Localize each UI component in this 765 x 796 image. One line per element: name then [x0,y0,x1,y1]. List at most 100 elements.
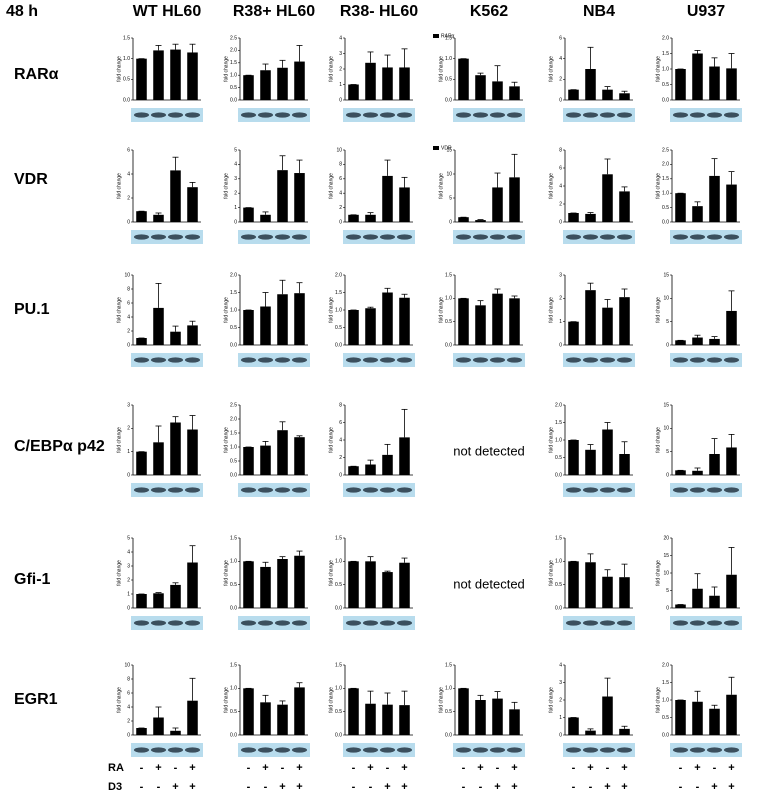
y-tick-label: 0.5 [555,582,562,588]
western-blot [238,743,310,757]
y-tick-label: 3 [559,272,562,278]
blot-band [582,357,599,363]
blot-band [616,487,633,493]
blot-band [150,234,167,240]
bar [382,454,393,475]
western-blot [670,108,742,122]
y-tick-label: 5 [666,588,669,594]
y-tick-label: 1.5 [335,535,342,541]
note: not detected [453,443,525,458]
y-tick-label: 0.0 [335,732,342,738]
y-tick-label: 2 [127,195,130,201]
y-tick-label: 0.0 [662,219,669,225]
western-blot [563,108,635,122]
y-tick-label: 2.0 [662,35,669,41]
y-tick-label: 6 [127,690,130,696]
bar [136,728,147,735]
y-axis-title: fold change [655,687,661,713]
y-tick-label: 5 [449,195,452,201]
blot-band [599,620,616,626]
blot-band [599,234,616,240]
blot-band [274,747,291,753]
bar [153,50,164,100]
blot-band [184,747,201,753]
blot-band [723,620,740,626]
blot-band [565,620,582,626]
y-tick-label: 1.0 [230,307,237,313]
blot-band [167,747,184,753]
bar [675,604,686,608]
y-axis-title: fold change [116,297,122,323]
blot-band [723,487,740,493]
condition-sign: - [679,762,683,774]
y-tick-label: 2.0 [662,662,669,668]
bar [568,213,579,222]
bar [709,338,720,345]
blot-band [362,112,379,118]
y-tick-label: 3 [127,402,130,408]
bar [136,594,147,608]
bar [709,595,720,608]
y-tick-label: 4 [559,183,562,189]
bar [260,70,271,100]
column-header: K562 [470,3,508,20]
bar [136,451,147,475]
y-tick-label: 1.0 [335,559,342,565]
bar [399,187,410,222]
bar [243,688,254,735]
y-tick-label: 8 [559,147,562,153]
bar [509,177,520,222]
bar [277,559,288,608]
bar [585,730,596,735]
bar [277,67,288,100]
y-tick-label: 1.0 [555,437,562,443]
western-blot [453,108,525,122]
condition-sign: + [604,781,610,793]
y-axis-title: fold change [655,560,661,586]
y-tick-label: 0 [127,605,130,611]
y-tick-label: 2 [559,296,562,302]
y-tick-label: 8 [127,286,130,292]
blot-band [489,112,506,118]
condition-sign: + [494,781,500,793]
y-tick-label: 5 [666,449,669,455]
condition-sign: + [621,781,627,793]
time-label: 48 h [6,3,38,20]
blot-band [150,487,167,493]
condition-sign: + [367,762,373,774]
y-axis-title: fold change [438,687,444,713]
blot-band [345,357,362,363]
condition-sign: + [172,781,178,793]
bar [348,466,359,475]
y-tick-label: 1.0 [445,296,452,302]
bar [475,305,486,345]
condition-sign: - [157,781,161,793]
blot-band [291,620,308,626]
western-blot [238,230,310,244]
y-tick-label: 1.5 [555,420,562,426]
y-tick-label: 0.5 [445,77,452,83]
y-axis-title: fold change [548,173,554,199]
blot-band [133,747,150,753]
bar [568,89,579,100]
legend-label: RARα [441,33,455,39]
blot-band [274,234,291,240]
y-tick-label: 0.5 [662,82,669,88]
condition-label: D3 [108,781,122,793]
y-axis-title: fold change [548,297,554,323]
bar [294,173,305,222]
blot-band [274,357,291,363]
blot-band [291,234,308,240]
bar [382,67,393,100]
blot-band [565,112,582,118]
y-tick-label: 1.5 [230,60,237,66]
bar [294,437,305,475]
bar [153,442,164,475]
blot-band [240,112,257,118]
y-tick-label: 6 [127,147,130,153]
y-axis-title: fold change [223,173,229,199]
bar [187,187,198,222]
y-tick-label: 2.5 [230,402,237,408]
y-tick-label: 0 [339,219,342,225]
y-tick-label: 5 [234,147,237,153]
